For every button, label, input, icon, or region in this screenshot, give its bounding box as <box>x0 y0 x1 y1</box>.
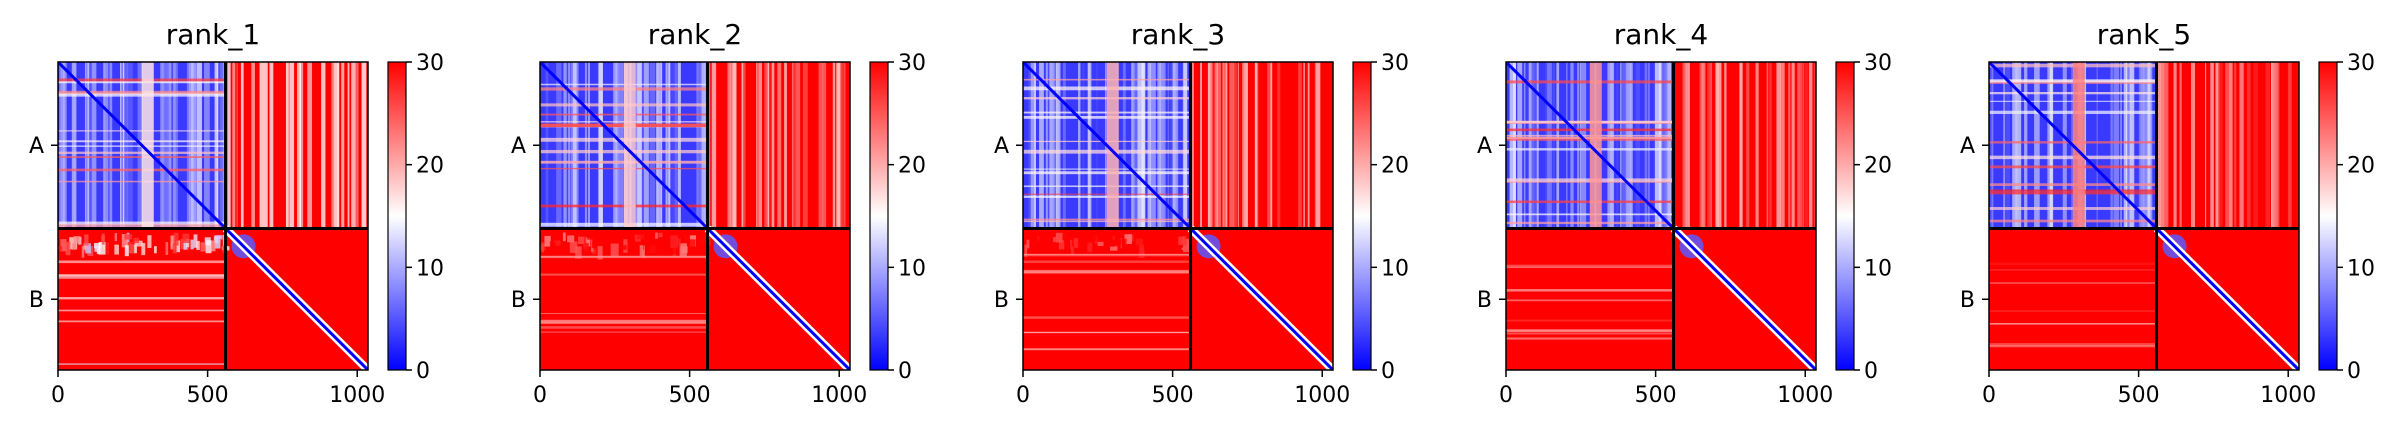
colorbar-tick-label: 20 <box>2347 154 2375 179</box>
x-tick-label: 500 <box>1635 383 1677 408</box>
y-tick-label: B <box>29 288 44 313</box>
colorbar <box>387 61 407 371</box>
panel-title: rank_5 <box>2097 18 2191 51</box>
panel-title: rank_2 <box>648 18 742 51</box>
x-tick-label: 1000 <box>1294 383 1350 408</box>
colorbar <box>1835 61 1855 371</box>
colorbar-tick-label: 20 <box>898 154 926 179</box>
heatmap <box>1506 62 1816 370</box>
x-tick-label: 0 <box>1982 383 1996 408</box>
diagonal-a <box>58 62 227 230</box>
colorbar-tick-label: 10 <box>1381 256 1409 281</box>
x-tick-label: 500 <box>187 383 229 408</box>
x-tick-label: 1000 <box>811 383 867 408</box>
y-tick-label: A <box>994 134 1009 159</box>
diagonal-b <box>224 227 368 370</box>
colorbar-tick-label: 0 <box>416 359 430 384</box>
axes-frame <box>1988 61 2300 371</box>
colorbar-tick-label: 0 <box>2347 359 2361 384</box>
x-tick-label: 0 <box>51 383 65 408</box>
colorbar <box>2318 61 2338 371</box>
axes-frame <box>57 61 369 371</box>
colorbar-tick-label: 10 <box>2347 256 2375 281</box>
panel-title: rank_1 <box>166 18 260 51</box>
panel-title: rank_4 <box>1614 18 1708 51</box>
x-tick-label: 1000 <box>2260 383 2316 408</box>
axes-frame <box>1022 61 1334 371</box>
x-tick-label: 1000 <box>1777 383 1833 408</box>
colorbar-tick-label: 30 <box>416 51 444 76</box>
panel-2: rank_2 0 500 1000 A B 0 10 20 30 <box>511 18 926 408</box>
y-tick-label: A <box>29 134 44 159</box>
x-tick-label: 0 <box>533 383 547 408</box>
heatmap <box>540 62 850 370</box>
colorbar-tick-label: 10 <box>898 256 926 281</box>
x-tick-label: 500 <box>1152 383 1194 408</box>
y-tick-label: A <box>511 134 526 159</box>
x-tick-label: 0 <box>1499 383 1513 408</box>
axes-frame <box>1505 61 1817 371</box>
colorbar-tick-label: 0 <box>898 359 912 384</box>
colorbar <box>1352 61 1372 371</box>
diagonal-a <box>1506 62 1675 230</box>
colorbar-tick-label: 20 <box>416 154 444 179</box>
colorbar-tick-label: 30 <box>1381 51 1409 76</box>
y-tick-label: B <box>1960 288 1975 313</box>
heatmap <box>1023 62 1333 370</box>
colorbar-tick-label: 20 <box>1381 154 1409 179</box>
axes-frame <box>539 61 851 371</box>
diagonal-b <box>1189 227 1333 370</box>
panel-title: rank_3 <box>1131 18 1225 51</box>
panel-3: rank_3 0 500 1000 A B 0 10 20 30 <box>994 18 1409 408</box>
y-tick-label: B <box>511 288 526 313</box>
y-tick-label: A <box>1477 134 1492 159</box>
colorbar-tick-label: 20 <box>1864 154 1892 179</box>
diagonal-a <box>540 62 709 230</box>
heatmap <box>58 62 368 370</box>
x-tick-label: 0 <box>1016 383 1030 408</box>
diagonal-b <box>706 227 850 370</box>
diagonal-a <box>1989 62 2158 230</box>
x-tick-label: 500 <box>2118 383 2160 408</box>
y-tick-label: A <box>1960 134 1975 159</box>
panel-5: rank_5 0 500 1000 A B 0 10 20 30 <box>1960 18 2375 408</box>
colorbar-tick-label: 10 <box>416 256 444 281</box>
heatmap <box>1989 62 2299 370</box>
diagonal-a <box>1023 62 1192 230</box>
colorbar-tick-label: 0 <box>1381 359 1395 384</box>
colorbar-tick-label: 30 <box>2347 51 2375 76</box>
x-tick-label: 1000 <box>329 383 385 408</box>
x-tick-label: 500 <box>669 383 711 408</box>
colorbar-tick-label: 30 <box>1864 51 1892 76</box>
diagonal-b <box>1672 227 1816 370</box>
colorbar-tick-label: 10 <box>1864 256 1892 281</box>
panel-4: rank_4 0 500 1000 A B 0 10 20 30 <box>1477 18 1892 408</box>
colorbar <box>869 61 889 371</box>
diagonal-b <box>2155 227 2299 370</box>
colorbar-tick-label: 30 <box>898 51 926 76</box>
y-tick-label: B <box>994 288 1009 313</box>
y-tick-label: B <box>1477 288 1492 313</box>
panel-1: rank_1 0 500 1000 A B 0 10 20 30 <box>29 18 444 408</box>
colorbar-tick-label: 0 <box>1864 359 1878 384</box>
